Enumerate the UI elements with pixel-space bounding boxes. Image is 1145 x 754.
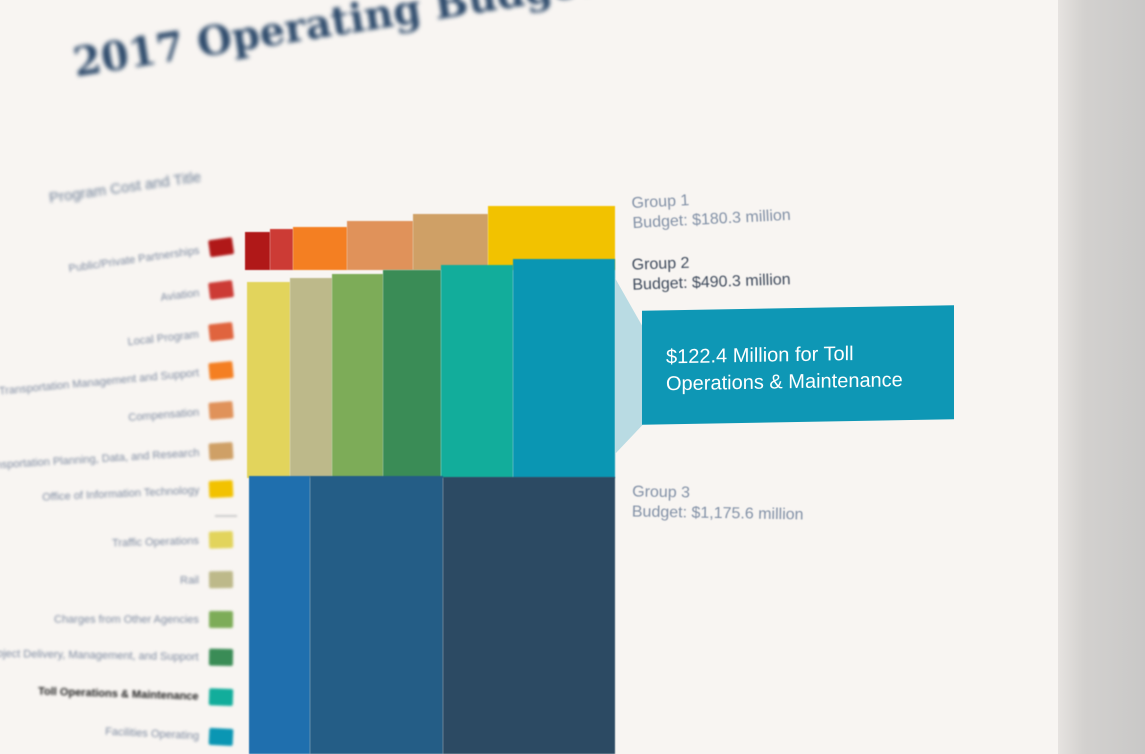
legend-label: Local Program [127, 328, 200, 348]
group-1-cell [293, 226, 347, 270]
legend-label: Toll Operations & Maintenance [38, 685, 200, 703]
legend-label: Facilities Operating [104, 725, 200, 742]
group-2-cell [290, 278, 332, 478]
legend-swatch [208, 571, 234, 589]
legend-label: Rail [179, 573, 200, 587]
legend-swatch [208, 322, 234, 342]
legend-swatch [208, 727, 234, 746]
legend-label: Compensation [127, 406, 200, 424]
legend-heading: Program Cost and Title [48, 168, 203, 207]
legend-item: Toll Operations & Maintenance [38, 683, 234, 706]
legend-label: Traffic Operations [112, 534, 200, 550]
legend-item: Rail [179, 571, 234, 589]
group-3-cell [249, 476, 310, 754]
legend-swatch [208, 237, 235, 258]
legend-swatch [208, 531, 234, 549]
legend-swatch [208, 480, 234, 499]
legend-item: Transportation Planning, Data, and Resea… [0, 442, 234, 474]
legend-item: Facilities Operating [105, 723, 234, 746]
legend-item: Traffic Operations [112, 531, 234, 552]
legend-swatch [208, 442, 234, 461]
group-1-cell [245, 232, 270, 270]
legend-swatch [208, 280, 235, 300]
legend-label: Transportation Management and Support [0, 366, 200, 398]
legend-item: Project Delivery, Management, and Suppor… [0, 645, 234, 666]
group-1-cell [413, 213, 488, 270]
legend-label: Office of Information Technology [41, 484, 200, 504]
legend-swatch [208, 361, 234, 381]
group-3-label: Group 3 Budget: $1,175.6 million [631, 483, 804, 524]
legend-label: Public/Private Partnerships [67, 244, 201, 275]
group-3-cell [443, 477, 615, 754]
group-1-label: Group 1 Budget: $180.3 million [631, 192, 792, 233]
group-2-cell [332, 274, 383, 478]
group-2-label: Group 2 Budget: $490.3 million [631, 254, 791, 294]
legend-item: Local Program [127, 322, 234, 350]
legend-label: Aviation [159, 286, 201, 304]
legend-separator [215, 515, 237, 517]
callout-connector [615, 278, 645, 454]
group-2-cell [247, 281, 290, 478]
highlight-callout: $122.4 Million for Toll Operations & Main… [642, 305, 954, 425]
group-1-cell [347, 220, 413, 270]
legend-item: Public/Private Partnerships [67, 237, 235, 277]
legend-item: Aviation [159, 280, 235, 306]
legend-label: Project Delivery, Management, and Suppor… [0, 647, 200, 663]
group-2-cell [441, 265, 513, 478]
legend-item: Charges from Other Agencies [54, 610, 234, 628]
legend-item: Compensation [128, 401, 234, 426]
legend-label: Charges from Other Agencies [54, 613, 200, 626]
legend-item: Transportation Management and Support [0, 361, 234, 400]
group-2-cell [513, 258, 615, 478]
group-2-cell [383, 270, 441, 478]
legend-swatch [208, 610, 234, 628]
legend-swatch [208, 648, 234, 666]
legend-swatch [208, 401, 234, 420]
chart-title: 2017 Operating Budget [70, 0, 599, 87]
wall-background [1058, 0, 1145, 754]
legend-label: Transportation Planning, Data, and Resea… [0, 446, 200, 473]
group-1-cell [270, 229, 293, 270]
legend-swatch [208, 688, 234, 706]
group-3-cell [310, 476, 443, 754]
legend-item: Office of Information Technology [41, 480, 234, 506]
